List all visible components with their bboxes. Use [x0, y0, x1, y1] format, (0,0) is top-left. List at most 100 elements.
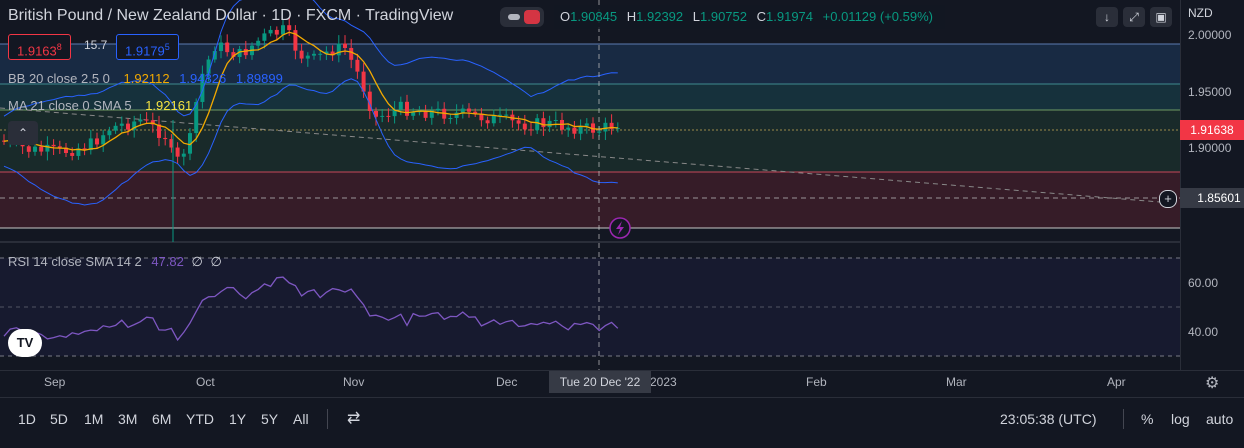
candle-body [107, 130, 112, 136]
candle-body [281, 25, 285, 35]
bb-upper-line [3, 0, 618, 117]
timeframe-5y[interactable]: 5Y [261, 411, 279, 427]
clock-time[interactable]: 23:05:38 (UTC) [1000, 411, 1097, 427]
candle-body [150, 120, 155, 125]
candle-body [39, 146, 44, 152]
candle-body [504, 114, 509, 116]
rsi-legend[interactable]: RSI 14 close SMA 14 2 47.82 ∅ ∅ [8, 254, 222, 269]
timeframe-5d[interactable]: 5D [50, 411, 68, 427]
time-tick: Feb [806, 375, 827, 389]
candle-body [219, 42, 223, 52]
ohlc-readout: O1.90845 H1.92392 L1.90752 C1.91974 +0.0… [554, 5, 945, 29]
candle-body [405, 101, 409, 116]
plus-crosshair-icon[interactable]: + [1159, 190, 1177, 208]
current-price-label: 1.91638 [1180, 120, 1244, 140]
candle-body [113, 125, 118, 131]
candle-body [380, 115, 385, 117]
rsi-line [3, 276, 619, 342]
time-tick: Nov [343, 375, 365, 389]
bb-legend[interactable]: BB 20 close 2.5 0 1.92112 1.94326 1.8989… [8, 71, 283, 86]
candle-body [467, 108, 471, 112]
timeframe-ytd[interactable]: YTD [186, 411, 214, 427]
expand-icon[interactable]: ⤢ [1123, 7, 1145, 27]
timeframe-6m[interactable]: 6M [152, 411, 172, 427]
candle-body [541, 118, 546, 128]
candle-body [88, 138, 93, 151]
lightning-glyph [616, 221, 624, 235]
timeframe-1y[interactable]: 1Y [229, 411, 247, 427]
percent-toggle[interactable]: % [1141, 411, 1154, 427]
candle-body [318, 53, 323, 55]
rsi-band [0, 258, 1180, 356]
candle-body [256, 40, 261, 46]
candle-body [485, 120, 490, 124]
settings-gear-icon[interactable]: ⚙ [1205, 375, 1220, 392]
candle-body [448, 117, 453, 119]
candlestick-series [2, 17, 620, 242]
bb-lower-line [3, 78, 618, 206]
chart-title: British Pound / New Zealand Dollar · 1D … [8, 7, 454, 24]
price-chart-svg[interactable] [0, 0, 1180, 370]
candle-body [584, 123, 589, 126]
candle-body [355, 59, 360, 72]
ma-legend[interactable]: MA 21 close 0 SMA 5 1.92161 [8, 98, 193, 113]
tradingview-logo[interactable]: TV [8, 329, 42, 357]
bottom-toolbar [0, 397, 1244, 441]
timeframe-all[interactable]: All [293, 411, 309, 427]
time-tick: 2023 [650, 375, 677, 389]
main-chart-pane[interactable]: British Pound / New Zealand Dollar · 1D … [0, 0, 1180, 370]
price-axis[interactable] [1180, 0, 1244, 370]
compare-icon[interactable]: ⇄ [347, 410, 361, 427]
candle-body [57, 146, 62, 148]
candle-body [597, 131, 602, 133]
candle-body [398, 101, 403, 110]
candle-body [516, 120, 521, 124]
buy-price-button[interactable]: 1.91795 [116, 34, 179, 60]
price-tick: 2.00000 [1188, 28, 1232, 42]
candle-body [566, 127, 571, 130]
candle-body [95, 138, 99, 145]
crosshair-price-label: 1.85601 [1180, 188, 1244, 208]
timeframe-1m[interactable]: 1M [84, 411, 104, 427]
candle-body [436, 108, 440, 111]
candle-body [498, 114, 502, 116]
toolbar-divider [1123, 409, 1124, 429]
candle-body [591, 123, 595, 133]
candle-body [429, 110, 434, 118]
candle-body [293, 30, 298, 51]
candle-body [175, 147, 180, 157]
fullscreen-icon[interactable]: ▣ [1150, 7, 1172, 27]
candle-body [312, 53, 316, 56]
price-tick: 1.90000 [1188, 141, 1232, 155]
timeframe-3m[interactable]: 3M [118, 411, 138, 427]
candle-body [132, 121, 137, 130]
arrow-down-icon[interactable]: ↓ [1096, 7, 1118, 27]
candle-body [305, 55, 310, 59]
log-toggle[interactable]: log [1171, 411, 1190, 427]
replay-toggle[interactable] [500, 7, 544, 27]
candle-body [553, 120, 558, 122]
candle-body [287, 25, 292, 31]
sell-price-button[interactable]: 1.91638 [8, 34, 71, 60]
candle-body [411, 112, 416, 116]
currency-label[interactable]: NZD [1188, 6, 1213, 20]
chevron-up-icon[interactable]: ⌃ [8, 121, 38, 145]
spread-value: 15.7 [84, 38, 108, 52]
candle-body [578, 125, 583, 134]
trend-line[interactable] [0, 107, 1161, 203]
candle-body [76, 148, 81, 156]
candle-body [547, 120, 552, 128]
candle-body [231, 52, 236, 57]
candle-body [367, 91, 372, 111]
candle-body [268, 29, 273, 34]
candle-body [572, 127, 577, 134]
auto-toggle[interactable]: auto [1206, 411, 1234, 427]
time-axis[interactable] [0, 370, 1244, 397]
candle-body [225, 42, 230, 53]
candle-body [243, 48, 248, 56]
timeframe-1d[interactable]: 1D [18, 411, 36, 427]
zone-green [0, 110, 1180, 172]
candle-body [491, 114, 496, 124]
ma-line [3, 31, 618, 151]
candle-body [615, 127, 620, 129]
